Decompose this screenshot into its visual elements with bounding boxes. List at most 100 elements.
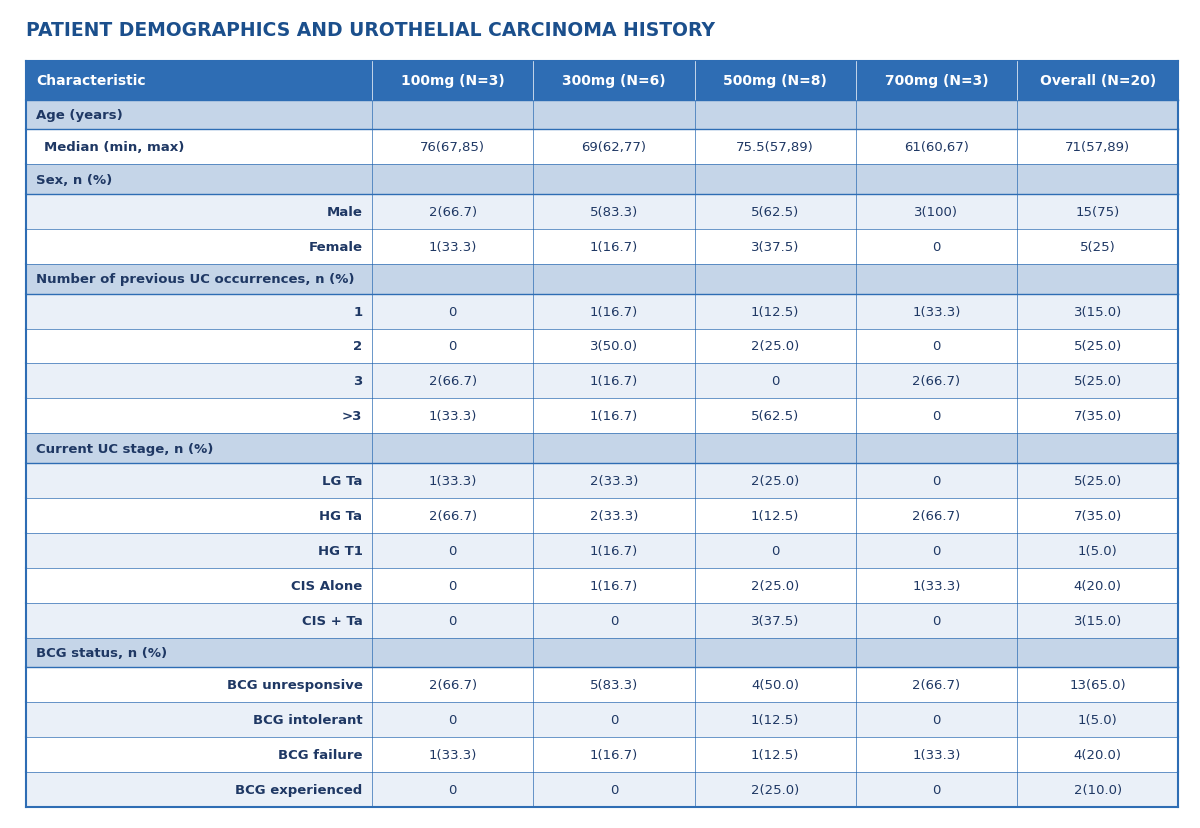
Text: Overall (N=20): Overall (N=20) (1039, 75, 1156, 89)
Text: 4(50.0): 4(50.0) (751, 679, 799, 691)
Text: Median (min, max): Median (min, max) (44, 141, 185, 154)
Text: LG Ta: LG Ta (322, 474, 362, 488)
Text: Male: Male (326, 205, 362, 219)
Text: 5(83.3): 5(83.3) (589, 205, 638, 219)
Text: BCG failure: BCG failure (278, 749, 362, 762)
Text: 0: 0 (772, 544, 779, 557)
Text: 3(50.0): 3(50.0) (590, 340, 638, 353)
Text: 0: 0 (932, 474, 941, 488)
Text: 1(16.7): 1(16.7) (589, 749, 638, 762)
Text: 1(16.7): 1(16.7) (589, 241, 638, 253)
Text: 0: 0 (610, 714, 618, 726)
Text: 2(66.7): 2(66.7) (428, 205, 476, 219)
Text: Characteristic: Characteristic (36, 75, 145, 89)
Text: 0: 0 (449, 614, 457, 627)
Text: 1(12.5): 1(12.5) (751, 714, 799, 726)
Bar (26, 399, 1178, 434)
Text: 100mg (N=3): 100mg (N=3) (401, 75, 504, 89)
Text: 1(33.3): 1(33.3) (428, 474, 476, 488)
Bar (26, 638, 1178, 667)
Text: 0: 0 (449, 579, 457, 592)
Text: 0: 0 (449, 306, 457, 318)
Text: 0: 0 (610, 783, 618, 797)
Text: PATIENT DEMOGRAPHICS AND UROTHELIAL CARCINOMA HISTORY: PATIENT DEMOGRAPHICS AND UROTHELIAL CARC… (26, 21, 715, 40)
Text: 3(15.0): 3(15.0) (1074, 306, 1122, 318)
Text: 75.5(57,89): 75.5(57,89) (737, 141, 814, 154)
Text: HG T1: HG T1 (318, 544, 362, 557)
Text: 3(37.5): 3(37.5) (751, 614, 799, 627)
Text: BCG intolerant: BCG intolerant (253, 714, 362, 726)
Text: 2(10.0): 2(10.0) (1074, 783, 1122, 797)
Text: 1(33.3): 1(33.3) (912, 306, 961, 318)
Bar (26, 568, 1178, 603)
Text: 76(67,85): 76(67,85) (420, 141, 485, 154)
Text: 0: 0 (932, 544, 941, 557)
Bar (26, 738, 1178, 773)
Text: 1(12.5): 1(12.5) (751, 749, 799, 762)
Text: 5(25.0): 5(25.0) (1074, 474, 1122, 488)
Text: Sex, n (%): Sex, n (%) (36, 173, 113, 186)
Text: BCG status, n (%): BCG status, n (%) (36, 647, 167, 659)
Text: 1(33.3): 1(33.3) (428, 749, 476, 762)
Text: 0: 0 (449, 544, 457, 557)
Text: 0: 0 (449, 783, 457, 797)
Text: 1(5.0): 1(5.0) (1078, 714, 1117, 726)
Text: 0: 0 (449, 714, 457, 726)
Text: 0: 0 (932, 410, 941, 423)
Text: 0: 0 (932, 241, 941, 253)
Text: 1: 1 (353, 306, 362, 318)
Bar (26, 464, 1178, 498)
Text: 69(62,77): 69(62,77) (582, 141, 647, 154)
Text: 0: 0 (932, 340, 941, 353)
Text: Age (years): Age (years) (36, 108, 122, 122)
Text: 1(16.7): 1(16.7) (589, 579, 638, 592)
Text: 7(35.0): 7(35.0) (1074, 509, 1122, 522)
Text: 2(66.7): 2(66.7) (428, 375, 476, 388)
Bar (26, 667, 1178, 703)
Text: 2(25.0): 2(25.0) (751, 783, 799, 797)
Text: 2(25.0): 2(25.0) (751, 474, 799, 488)
Text: 0: 0 (932, 614, 941, 627)
Text: 1(16.7): 1(16.7) (589, 306, 638, 318)
Text: 4(20.0): 4(20.0) (1074, 579, 1122, 592)
Text: 5(62.5): 5(62.5) (751, 205, 799, 219)
Text: 2(25.0): 2(25.0) (751, 340, 799, 353)
Text: 2(25.0): 2(25.0) (751, 579, 799, 592)
Text: 0: 0 (932, 714, 941, 726)
Text: CIS Alone: CIS Alone (292, 579, 362, 592)
Text: 0: 0 (449, 340, 457, 353)
Text: 2: 2 (353, 340, 362, 353)
Text: 5(83.3): 5(83.3) (589, 679, 638, 691)
Text: 1(33.3): 1(33.3) (912, 579, 961, 592)
Text: 61(60,67): 61(60,67) (904, 141, 968, 154)
Text: 1(16.7): 1(16.7) (589, 544, 638, 557)
Text: 13(65.0): 13(65.0) (1069, 679, 1126, 691)
Text: 1(16.7): 1(16.7) (589, 375, 638, 388)
Text: 2(66.7): 2(66.7) (428, 679, 476, 691)
Text: 2(66.7): 2(66.7) (912, 679, 960, 691)
Text: 300mg (N=6): 300mg (N=6) (562, 75, 666, 89)
Bar (26, 498, 1178, 533)
Text: 4(20.0): 4(20.0) (1074, 749, 1122, 762)
Bar (26, 130, 1178, 165)
Text: BCG unresponsive: BCG unresponsive (227, 679, 362, 691)
Bar (26, 533, 1178, 568)
Bar (26, 100, 1178, 130)
Text: 0: 0 (610, 614, 618, 627)
Text: 5(25.0): 5(25.0) (1074, 340, 1122, 353)
Text: 1(33.3): 1(33.3) (428, 241, 476, 253)
Text: 1(5.0): 1(5.0) (1078, 544, 1117, 557)
Text: >3: >3 (342, 410, 362, 423)
Bar (26, 364, 1178, 399)
Text: 3(37.5): 3(37.5) (751, 241, 799, 253)
Bar (26, 62, 1178, 100)
Bar (26, 195, 1178, 229)
Text: Current UC stage, n (%): Current UC stage, n (%) (36, 442, 214, 455)
Text: 7(35.0): 7(35.0) (1074, 410, 1122, 423)
Text: 1(12.5): 1(12.5) (751, 509, 799, 522)
Text: 2(66.7): 2(66.7) (912, 375, 960, 388)
Text: 5(25.0): 5(25.0) (1074, 375, 1122, 388)
Text: 5(62.5): 5(62.5) (751, 410, 799, 423)
Bar (26, 434, 1178, 464)
Bar (26, 329, 1178, 364)
